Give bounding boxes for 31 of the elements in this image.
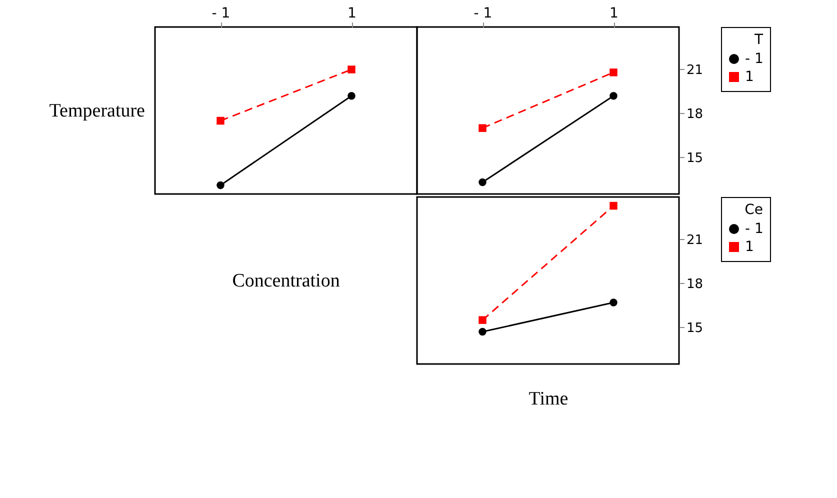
legend-label: 1 xyxy=(745,69,754,85)
legend-label: - 1 xyxy=(745,51,764,67)
point xyxy=(478,124,486,132)
point xyxy=(348,66,356,74)
legend-title: T xyxy=(753,32,764,48)
point xyxy=(610,298,618,306)
y-tick-label: 18 xyxy=(686,106,704,122)
point xyxy=(610,68,618,76)
point xyxy=(478,316,486,324)
point xyxy=(216,181,224,190)
point xyxy=(478,328,486,336)
y-tick-label: 15 xyxy=(686,150,704,166)
x-axis-title: Time xyxy=(528,388,568,410)
point xyxy=(478,178,486,186)
x-tick-label: 1 xyxy=(610,6,618,22)
legend-title: Ce xyxy=(744,202,763,218)
y-axis-title: Concentration xyxy=(232,270,340,292)
legend-label: - 1 xyxy=(745,221,764,237)
y-tick-label: 15 xyxy=(686,320,704,336)
y-tick-label: 21 xyxy=(686,232,704,248)
point xyxy=(348,92,356,100)
point xyxy=(610,92,618,100)
point xyxy=(610,202,618,210)
y-tick-label: 18 xyxy=(686,276,704,292)
x-tick-label: 1 xyxy=(348,6,356,22)
y-tick-label: 21 xyxy=(686,62,704,78)
point xyxy=(216,116,224,125)
x-tick-label: - 1 xyxy=(212,6,230,22)
x-tick-label: - 1 xyxy=(474,6,492,22)
y-axis-title: Temperature xyxy=(49,100,145,122)
legend-label: 1 xyxy=(745,239,754,255)
